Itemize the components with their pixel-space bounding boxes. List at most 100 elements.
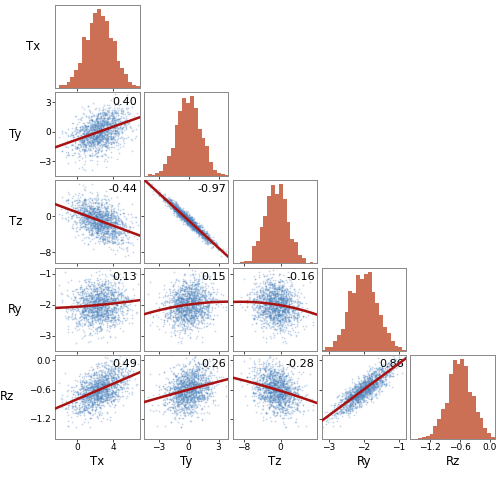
Point (97, 281, 105, 289)
Point (92, 120, 100, 128)
Point (76, 209, 84, 217)
Point (192, 304, 200, 311)
Point (274, 373, 282, 380)
Point (172, 392, 180, 400)
Point (282, 286, 290, 294)
Point (181, 294, 189, 302)
Point (118, 308, 126, 316)
Point (290, 313, 298, 321)
Point (277, 284, 285, 292)
Point (295, 285, 303, 293)
Point (86, 410, 94, 417)
Point (270, 372, 278, 380)
Point (113, 229, 121, 237)
Point (98, 387, 106, 395)
Point (186, 292, 194, 299)
Point (195, 306, 203, 314)
Point (294, 401, 302, 409)
Point (78, 315, 86, 322)
Point (110, 107, 118, 114)
Point (105, 378, 113, 386)
Point (87, 297, 95, 305)
Point (106, 305, 114, 313)
Point (360, 383, 368, 390)
Point (182, 214, 190, 222)
Point (188, 300, 196, 308)
Point (352, 388, 360, 396)
Point (330, 407, 338, 415)
Point (365, 373, 373, 381)
Point (184, 219, 192, 227)
Point (108, 308, 116, 316)
Point (80, 306, 88, 313)
Point (92, 134, 100, 142)
Point (86, 138, 94, 146)
Point (80, 204, 88, 212)
Point (376, 370, 384, 378)
Point (187, 373, 195, 380)
Point (373, 375, 381, 382)
Point (186, 317, 194, 324)
Point (185, 360, 193, 368)
Point (271, 404, 279, 412)
Point (275, 366, 283, 374)
Point (92, 302, 100, 310)
Point (108, 376, 116, 384)
Point (180, 208, 188, 215)
Point (176, 373, 184, 380)
Point (110, 227, 118, 235)
Point (104, 391, 112, 399)
Point (176, 299, 184, 307)
Point (68, 124, 76, 132)
Point (100, 384, 108, 391)
Point (194, 224, 202, 232)
Point (72, 311, 80, 319)
Point (68, 287, 76, 295)
Point (94, 196, 102, 203)
Point (183, 295, 191, 303)
Point (170, 300, 178, 308)
Point (169, 307, 177, 314)
Point (250, 372, 258, 379)
Point (280, 377, 288, 385)
Point (258, 306, 266, 314)
Point (86, 223, 94, 230)
Point (94, 126, 102, 134)
Point (104, 384, 112, 391)
Point (174, 410, 182, 418)
Point (190, 218, 198, 226)
Point (180, 393, 188, 401)
Point (99, 391, 107, 399)
Point (276, 311, 284, 319)
Point (283, 393, 291, 401)
Point (84, 135, 92, 143)
Point (110, 134, 118, 142)
Point (265, 396, 273, 404)
Point (378, 366, 386, 374)
Point (84, 223, 92, 231)
Point (194, 369, 202, 376)
Point (90, 214, 98, 222)
Point (88, 224, 96, 231)
Point (164, 310, 172, 318)
Point (269, 362, 277, 370)
Point (280, 376, 288, 384)
Point (176, 379, 184, 387)
Point (97, 287, 105, 295)
Point (179, 212, 187, 220)
Point (87, 289, 95, 297)
Point (201, 288, 209, 295)
Point (380, 369, 388, 377)
Point (186, 390, 194, 398)
Point (89, 299, 97, 307)
Point (109, 224, 117, 231)
Point (78, 138, 86, 146)
Point (196, 372, 203, 379)
Point (94, 118, 102, 125)
Point (196, 379, 204, 387)
Point (104, 305, 112, 312)
Point (70, 305, 78, 313)
Point (285, 409, 293, 417)
Point (192, 221, 200, 228)
Point (95, 388, 103, 396)
